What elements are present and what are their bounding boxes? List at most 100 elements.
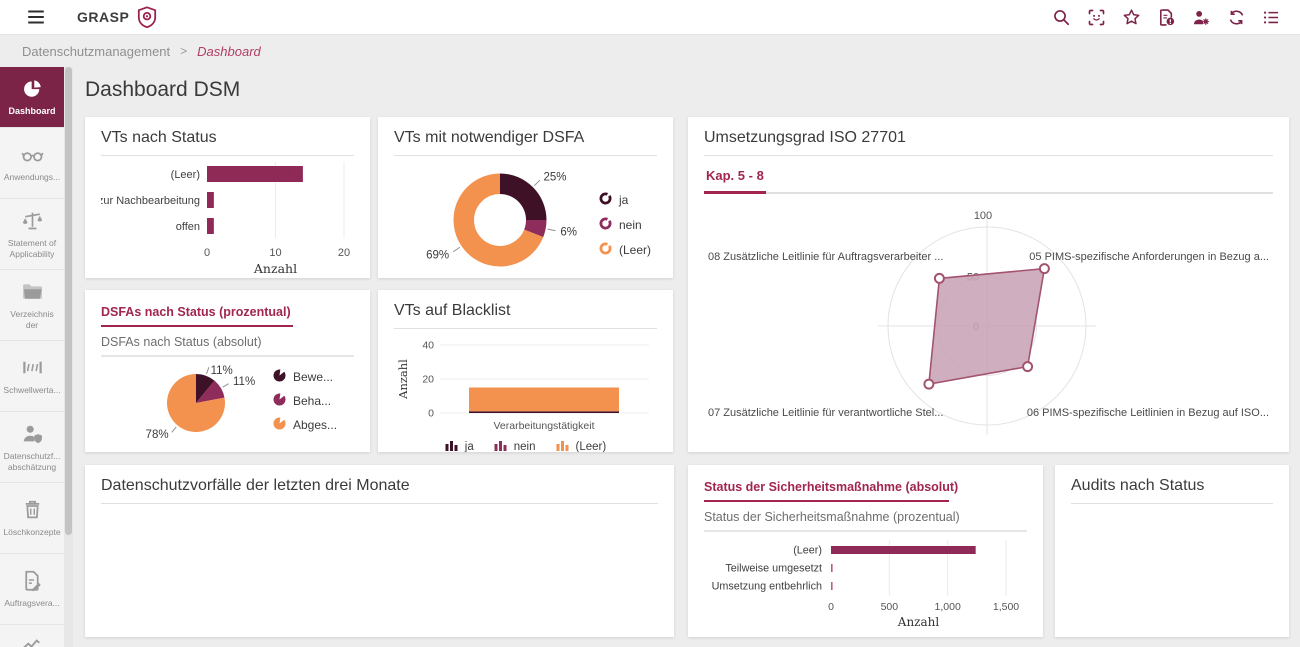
sidebar-scrollbar-track[interactable] — [64, 67, 73, 647]
sidebar-item-dashboard[interactable]: Dashboard — [0, 67, 64, 128]
chart-legend: ja nein (Leer) — [599, 192, 651, 258]
svg-text:offen: offen — [176, 221, 200, 233]
svg-text:69%: 69% — [426, 250, 449, 262]
glasses-icon — [20, 142, 45, 167]
svg-text:11%: 11% — [233, 376, 255, 388]
card-title-audits: Audits nach Status — [1071, 477, 1273, 504]
sidebar-item-verzeichnis-der[interactable]: Verzeichnis der — [0, 270, 64, 341]
iso-tab-strip: Kap. 5 - 8 — [704, 158, 1273, 194]
active-tab-underline — [704, 500, 950, 502]
chart-line-icon — [20, 634, 45, 647]
svg-text:zur Nachbearbeitung: zur Nachbearbeitung — [101, 195, 200, 207]
breadcrumb: Datenschutzmanagement > Dashboard — [0, 35, 1300, 67]
svg-text:Umsetzung entbehrlich: Umsetzung entbehrlich — [712, 581, 822, 593]
tab-dsfa-absolut[interactable]: DSFAs nach Status (absolut) — [101, 335, 262, 349]
svg-text:0: 0 — [428, 408, 434, 420]
svg-text:1,500: 1,500 — [993, 601, 1019, 613]
sidebar-item-maßnahmen-management[interactable]: Maßnahmen- management — [0, 625, 64, 647]
legend-label: nein — [619, 218, 642, 232]
sidebar-scrollbar-thumb[interactable] — [65, 67, 72, 535]
legend-item-leer[interactable]: (Leer) — [556, 439, 606, 452]
card-security-measures: Status der Sicherheitsmaßnahme (absolut)… — [688, 465, 1043, 637]
legend-item-leer[interactable]: (Leer) — [599, 242, 651, 258]
breadcrumb-parent[interactable]: Datenschutzmanagement — [22, 43, 171, 59]
svg-text:(Leer): (Leer) — [793, 545, 822, 557]
chart-legend: ja nein (Leer) — [394, 439, 657, 452]
card-title-vts-dsfa: VTs mit notwendiger DSFA — [394, 129, 657, 156]
sidebar-item-statement-of-applicability[interactable]: Statement of Applicability — [0, 199, 64, 270]
inactive-tab-underline — [101, 355, 354, 357]
svg-text:05 PIMS-spezifische Anforderun: 05 PIMS-spezifische Anforderungen in Bez… — [1029, 251, 1269, 263]
sidebar-item-label: Schwellwerta... — [3, 385, 61, 396]
sidebar-item-label: Dashboard — [8, 106, 56, 116]
legend-item-ja[interactable]: ja — [445, 439, 474, 452]
legend-item-ja[interactable]: ja — [599, 192, 651, 208]
refresh-icon[interactable] — [1225, 6, 1247, 28]
search-icon[interactable] — [1050, 6, 1072, 28]
iso-27701-radar-chart: 10050005 PIMS-spezifische Anforderungen … — [704, 200, 1273, 452]
topbar-icon-group — [1050, 6, 1282, 28]
sidebar-item-datenschutzf-abschätzung[interactable]: Datenschutzf... abschätzung — [0, 412, 64, 483]
hamburger-menu-icon[interactable] — [25, 6, 47, 28]
vts-status-bar-chart: (Leer) zur Nachbearbeitung offen 0 10 20 Anzah… — [98, 162, 354, 278]
tab-security-absolut[interactable]: Status der Sicherheitsmaßnahme (absolut) — [704, 480, 959, 494]
vts-dsfa-donut-chart: 25% 6% 69% ja nein (Leer) — [394, 162, 657, 278]
legend-marker-icon — [445, 439, 458, 452]
card-incidents: Datenschutzvorfälle der letzten drei Mon… — [85, 465, 674, 637]
threshold-icon — [20, 355, 45, 380]
legend-label: nein — [513, 440, 536, 453]
svg-text:500: 500 — [881, 601, 899, 613]
sidebar-item-löschkonzepte[interactable]: Löschkonzepte — [0, 483, 64, 554]
tab-kap-5-8[interactable]: Kap. 5 - 8 — [704, 158, 766, 194]
svg-text:06 PIMS-spezifische Leitlinien: 06 PIMS-spezifische Leitlinien in Bezug … — [1027, 407, 1269, 419]
scales-icon — [20, 208, 45, 233]
svg-text:20: 20 — [338, 247, 350, 259]
user-shield-icon — [20, 421, 45, 446]
card-title-iso-27701: Umsetzungsgrad ISO 27701 — [704, 129, 1273, 156]
legend-item-abges[interactable]: Abges... — [273, 416, 337, 433]
svg-text:Anzahl: Anzahl — [396, 359, 410, 400]
svg-text:07 Zusätzliche Leitlinie für v: 07 Zusätzliche Leitlinie für verantwortl… — [708, 407, 943, 419]
legend-marker-icon — [273, 416, 286, 433]
page-title: Dashboard DSM — [85, 78, 241, 101]
star-icon[interactable] — [1120, 6, 1142, 28]
svg-text:Teilweise umgesetzt: Teilweise umgesetzt — [725, 563, 822, 575]
card-title-vts-blacklist: VTs auf Blacklist — [394, 302, 657, 329]
legend-marker-icon — [494, 439, 507, 452]
tab-dsfa-prozentual[interactable]: DSFAs nach Status (prozentual) — [101, 305, 291, 319]
sidebar-item-schwellwerta[interactable]: Schwellwerta... — [0, 341, 64, 412]
svg-text:08 Zusätzliche Leitlinie für A: 08 Zusätzliche Leitlinie für Auftragsver… — [708, 251, 943, 263]
inactive-tab-underline — [704, 530, 1027, 532]
legend-item-nein[interactable]: nein — [494, 439, 536, 452]
card-vts-dsfa: VTs mit notwendiger DSFA 25% 6% 69% ja nein (… — [378, 117, 673, 278]
svg-text:Verarbeitungstätigkeit: Verarbeitungstätigkeit — [494, 420, 595, 432]
legend-marker-icon — [273, 392, 286, 409]
legend-item-beha[interactable]: Beha... — [273, 392, 337, 409]
face-scan-icon[interactable] — [1085, 6, 1107, 28]
list-icon[interactable] — [1260, 6, 1282, 28]
sidebar-item-label: Löschkonzepte — [3, 527, 61, 538]
legend-marker-icon — [556, 439, 569, 452]
sidebar-item-auftragsvera[interactable]: Auftragsvera... — [0, 554, 64, 625]
card-iso-27701: Umsetzungsgrad ISO 27701 Kap. 5 - 8 1005… — [688, 117, 1289, 452]
legend-label: Beha... — [293, 394, 332, 408]
sidebar-item-label: Auftragsvera... — [4, 598, 60, 609]
tab-security-prozentual[interactable]: Status der Sicherheitsmaßnahme (prozentu… — [704, 510, 960, 524]
file-info-icon[interactable] — [1155, 6, 1177, 28]
brand-wordmark: GRASP — [77, 9, 130, 25]
sidebar-item-label: Datenschutzf... abschätzung — [3, 450, 61, 472]
svg-text:Anzahl: Anzahl — [897, 615, 940, 629]
svg-text:25%: 25% — [543, 172, 566, 184]
active-tab-underline — [101, 325, 294, 327]
topbar: GRASP — [0, 0, 1300, 35]
user-settings-icon[interactable] — [1190, 6, 1212, 28]
svg-text:0: 0 — [828, 601, 834, 613]
sidebar-item-anwendungs[interactable]: Anwendungs... — [0, 128, 64, 199]
card-vts-blacklist: VTs auf Blacklist 0 20 40 Anzahl Verarbeitun… — [378, 290, 673, 452]
card-title-incidents: Datenschutzvorfälle der letzten drei Mon… — [101, 477, 658, 504]
dsfa-status-pie-chart: 11% 11% 78% Bewe... Beha... Abges... — [101, 363, 354, 448]
legend-item-bewe[interactable]: Bewe... — [273, 368, 337, 385]
legend-item-nein[interactable]: nein — [599, 217, 651, 233]
svg-text:0: 0 — [204, 247, 210, 259]
